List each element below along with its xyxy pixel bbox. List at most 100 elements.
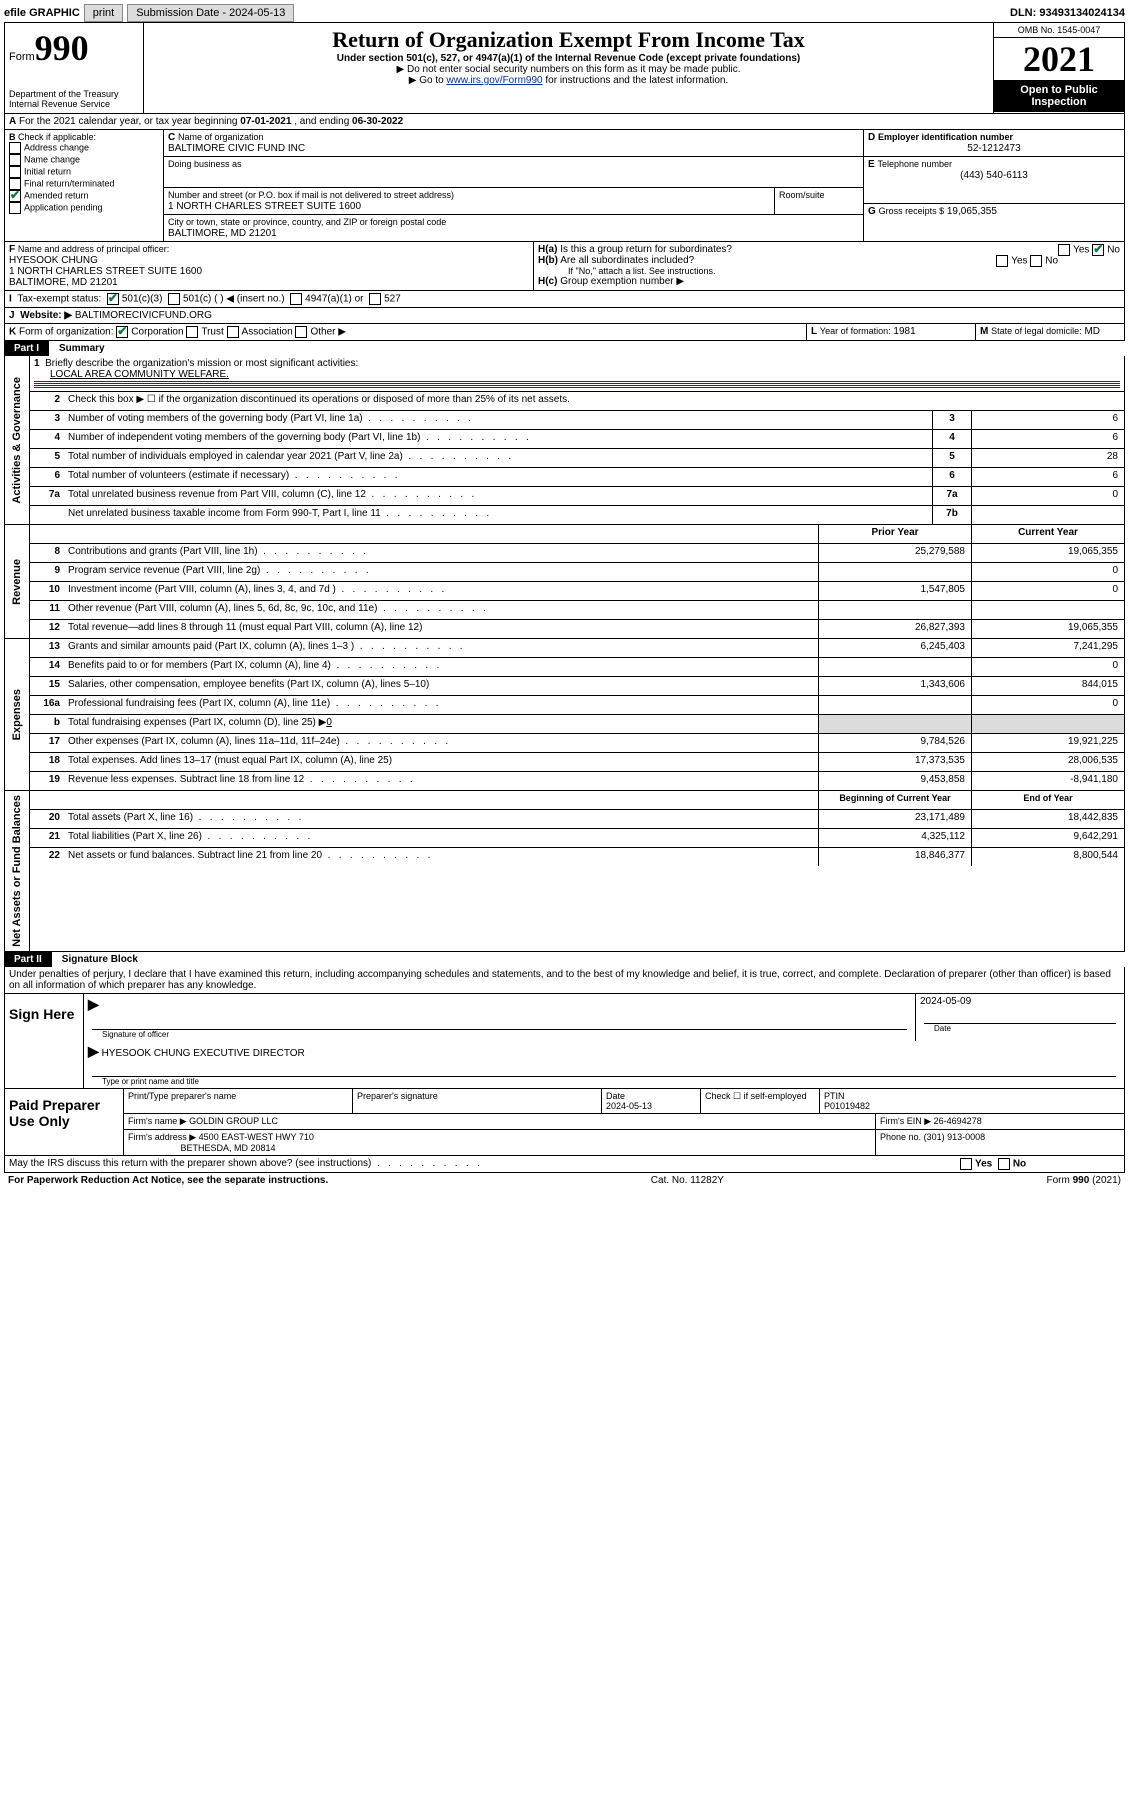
line3: Number of voting members of the governin… [64,411,932,429]
check-app-pending[interactable] [9,202,21,214]
check-4947[interactable] [290,293,302,305]
p16a [818,696,971,714]
line22: Net assets or fund balances. Subtract li… [64,848,818,866]
line11: Other revenue (Part VIII, column (A), li… [64,601,818,619]
hb-text: Are all subordinates included? [560,255,694,266]
firm-addr2: BETHESDA, MD 20814 [181,1143,276,1153]
ptin-value: P01019482 [824,1101,870,1111]
prep-date-label: Date [606,1091,625,1101]
check-name[interactable] [9,154,21,166]
year-cell: OMB No. 1545-0047 2021 Open to Public In… [993,23,1124,113]
c12: 19,065,355 [971,620,1124,638]
entity-section: B Check if applicable: Address change Na… [4,130,1125,242]
year-form-value: 1981 [893,326,915,337]
val6: 6 [971,468,1124,486]
discuss-yes[interactable] [960,1158,972,1170]
city-label: City or town, state or province, country… [168,217,446,227]
room-label: Room/suite [779,190,825,200]
c8: 19,065,355 [971,544,1124,562]
print-button[interactable]: print [84,4,123,22]
hb-yes[interactable] [996,255,1008,267]
revenue-section: Revenue Prior YearCurrent Year 8Contribu… [4,525,1125,639]
c22: 8,800,544 [971,848,1124,866]
inspect-2: Inspection [1031,96,1086,108]
val5: 28 [971,449,1124,467]
firm-name-label: Firm's name ▶ [128,1116,187,1126]
check-501c3[interactable] [107,293,119,305]
line4: Number of independent voting members of … [64,430,932,448]
period-end: 06-30-2022 [352,116,403,127]
period-mid: , and ending [294,116,352,127]
check-501c[interactable] [168,293,180,305]
firm-phone-label: Phone no. [880,1132,921,1142]
check-assoc[interactable] [227,326,239,338]
hb-no[interactable] [1030,255,1042,267]
arrow-icon: ▶ [88,1043,99,1059]
line14: Benefits paid to or for members (Part IX… [64,658,818,676]
officer-addr1: 1 NORTH CHARLES STREET SUITE 1600 [9,266,202,277]
part-1-num: Part I [4,341,49,356]
discuss-text: May the IRS discuss this return with the… [9,1158,480,1169]
line1-label: Briefly describe the organization's miss… [45,358,358,369]
line21: Total liabilities (Part X, line 26) [64,829,818,847]
paid-preparer-block: Paid Preparer Use Only Print/Type prepar… [5,1088,1124,1155]
activities-section: Activities & Governance 1 Briefly descri… [4,356,1125,525]
p12: 26,827,393 [818,620,971,638]
line20: Total assets (Part X, line 16) [64,810,818,828]
top-bar: efile GRAPHIC print Submission Date - 20… [4,4,1125,22]
check-527[interactable] [369,293,381,305]
ha-text: Is this a group return for subordinates? [560,244,732,255]
c21: 9,642,291 [971,829,1124,847]
footer-left: For Paperwork Reduction Act Notice, see … [8,1175,328,1186]
hdr-eoy: End of Year [971,791,1124,809]
ha-no[interactable] [1092,244,1104,256]
expenses-section: Expenses 13Grants and similar amounts pa… [4,639,1125,791]
p18: 17,373,535 [818,753,971,771]
gross-value: 19,065,355 [947,206,997,217]
form-org-label: Form of organization: [19,327,114,338]
net-assets-section: Net Assets or Fund Balances Beginning of… [4,791,1125,952]
sig-officer-label: Signature of officer [88,1030,911,1039]
c18: 28,006,535 [971,753,1124,771]
p9 [818,563,971,581]
officer-addr2: BALTIMORE, MD 21201 [9,277,118,288]
check-address[interactable] [9,142,21,154]
vlabel-activities: Activities & Governance [9,373,25,508]
ein-label: Employer identification number [878,132,1013,142]
check-other[interactable] [295,326,307,338]
firm-ein-label: Firm's EIN ▶ [880,1116,931,1126]
irs-label: Internal Revenue Service [9,99,139,109]
check-trust[interactable] [186,326,198,338]
ptin-label: PTIN [824,1091,845,1101]
check-amended[interactable] [9,190,21,202]
box-c: C Name of organization BALTIMORE CIVIC F… [164,130,864,241]
discuss-no[interactable] [998,1158,1010,1170]
ein-value: 52-1212473 [868,143,1120,154]
p19: 9,453,858 [818,772,971,790]
part-2-num: Part II [4,952,52,967]
prep-name-label: Print/Type preparer's name [124,1089,353,1113]
instructions-link[interactable]: www.irs.gov/Form990 [446,75,542,86]
dba-label: Doing business as [168,159,242,169]
check-initial[interactable] [9,166,21,178]
firm-phone: (301) 913-0008 [924,1132,986,1142]
vlabel-expenses: Expenses [9,685,25,744]
ha-yes[interactable] [1058,244,1070,256]
line10: Investment income (Part VIII, column (A)… [64,582,818,600]
firm-addr1: 4500 EAST-WEST HWY 710 [199,1132,314,1142]
check-corp[interactable] [116,326,128,338]
efile-label: efile GRAPHIC [4,7,80,19]
subtitle-1: Under section 501(c), 527, or 4947(a)(1)… [152,53,985,64]
omb-label: OMB No. 1545-0047 [994,23,1124,38]
firm-ein: 26-4694278 [934,1116,982,1126]
form-title: Return of Organization Exempt From Incom… [152,27,985,53]
submission-date-button[interactable]: Submission Date - 2024-05-13 [127,4,294,22]
line15: Salaries, other compensation, employee b… [64,677,818,695]
phone-label: Telephone number [877,159,952,169]
domicile-value: MD [1084,326,1100,337]
hc-text: Group exemption number ▶ [560,276,684,287]
line16b: Total fundraising expenses (Part IX, col… [68,717,326,728]
line7b: Net unrelated business taxable income fr… [64,506,932,524]
line9: Program service revenue (Part VIII, line… [64,563,818,581]
line19: Revenue less expenses. Subtract line 18 … [64,772,818,790]
